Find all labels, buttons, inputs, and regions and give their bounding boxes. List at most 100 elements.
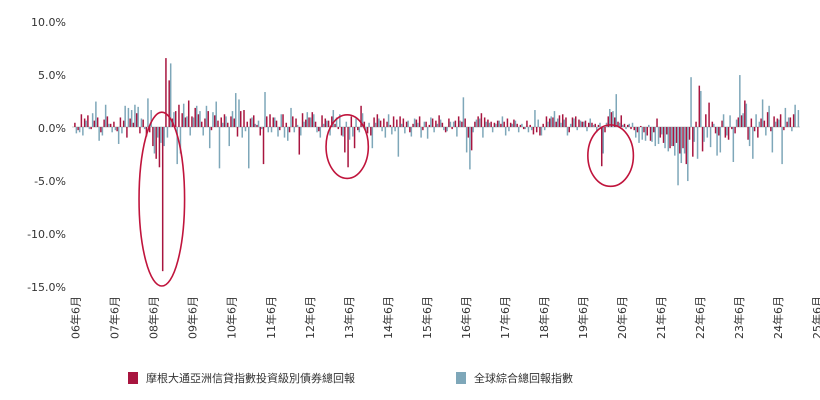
bar-series1	[516, 123, 518, 127]
bar-series1	[74, 122, 76, 127]
bar-series1	[698, 85, 701, 127]
bar-series1	[591, 122, 593, 127]
bar-series2	[722, 114, 725, 127]
bar-series2	[257, 120, 260, 127]
bar-series2	[199, 111, 201, 127]
bar-series2	[160, 127, 162, 143]
bar-series2	[186, 116, 188, 127]
bar-series2	[446, 127, 448, 132]
bar-series2	[566, 127, 569, 136]
bar-series2	[690, 77, 692, 127]
bar-series1	[640, 125, 642, 127]
bar-series2	[674, 127, 676, 156]
bar-series2	[465, 127, 468, 153]
bar-series2	[667, 127, 670, 152]
bar-series1	[614, 117, 616, 127]
bar-series1	[636, 127, 639, 133]
bar-series1	[116, 127, 118, 132]
bar-series1	[279, 127, 281, 131]
x-tick-label: 11年6月	[264, 296, 278, 339]
x-tick-label: 12年6月	[303, 296, 317, 339]
bar-series2	[478, 118, 481, 127]
bar-series2	[563, 119, 565, 127]
bar-series2	[248, 127, 250, 169]
bar-series2	[212, 112, 214, 127]
bar-series1	[402, 118, 405, 127]
bar-series1	[379, 120, 382, 127]
x-tick-label: 20年6月	[615, 296, 629, 339]
bar-series1	[565, 117, 567, 127]
bar-series2	[439, 119, 442, 127]
bar-series1	[633, 127, 636, 131]
bar-series2	[433, 127, 435, 133]
bar-series2	[609, 108, 611, 127]
x-tick-label: 15年6月	[420, 296, 434, 339]
bar-series1	[744, 100, 746, 127]
bar-series1	[194, 107, 196, 127]
bar-series2	[495, 123, 497, 127]
bar-series1	[474, 121, 476, 127]
bar-series1	[353, 127, 356, 149]
bar-series2	[417, 122, 419, 127]
bar-series2	[491, 127, 494, 133]
bar-series2	[98, 127, 100, 141]
bar-series1	[532, 127, 535, 135]
bar-series1	[607, 116, 609, 127]
bar-series1	[727, 127, 730, 140]
bar-series2	[709, 127, 712, 148]
bar-series1	[464, 118, 466, 127]
bar-series1	[412, 123, 414, 127]
bar-series1	[90, 127, 92, 130]
bar-series1	[496, 120, 499, 127]
bar-series1	[298, 127, 301, 155]
bar-series2	[651, 127, 653, 142]
bar-series2	[543, 127, 546, 131]
bar-series2	[426, 127, 429, 139]
bar-series2	[261, 127, 263, 130]
bar-series1	[366, 127, 369, 134]
bar-series2	[176, 127, 178, 165]
bar-series2	[140, 118, 143, 127]
x-tick-label: 13年6月	[342, 296, 356, 339]
bar-series2	[78, 127, 81, 133]
bar-series2	[550, 116, 552, 127]
bar-series2	[91, 113, 94, 127]
bar-series1	[93, 120, 96, 127]
bar-series1	[249, 118, 252, 127]
x-tick-label: 24年6月	[771, 296, 785, 339]
bar-series1	[558, 115, 561, 127]
bar-series1	[688, 127, 691, 140]
y-axis-labels: 10.0% 5.0% 0.0% -5.0% -10.0% -15.0%	[27, 16, 66, 294]
bar-series2	[755, 114, 757, 127]
bar-series2	[189, 127, 191, 136]
bar-series1	[714, 127, 717, 134]
bar-series2	[664, 127, 666, 149]
bar-series2	[661, 127, 663, 135]
bar-series2	[768, 105, 770, 127]
bar-series2	[787, 117, 790, 127]
bar-series1	[106, 116, 109, 127]
bar-series2	[319, 127, 322, 138]
bar-series1	[750, 118, 753, 127]
bar-series2	[654, 127, 657, 147]
bar-series2	[508, 127, 510, 132]
bar-series2	[234, 93, 237, 127]
bar-series2	[345, 121, 348, 127]
bar-series2	[264, 92, 266, 127]
bar-series2	[752, 127, 754, 159]
bar-series1	[617, 121, 619, 127]
bar-series1	[438, 115, 440, 127]
bar-series2	[517, 127, 520, 133]
bar-series1	[783, 127, 785, 131]
bar-series1	[292, 116, 294, 127]
bar-series2	[579, 120, 582, 127]
bar-series1	[711, 121, 714, 127]
bar-series1	[370, 127, 372, 136]
bar-series1	[230, 116, 232, 127]
bar-series2	[657, 127, 660, 144]
bar-series1	[480, 113, 483, 127]
bar-series1	[158, 127, 161, 168]
bar-series2	[729, 115, 731, 127]
x-tick-label: 22年6月	[693, 296, 707, 339]
bar-series1	[620, 115, 623, 127]
